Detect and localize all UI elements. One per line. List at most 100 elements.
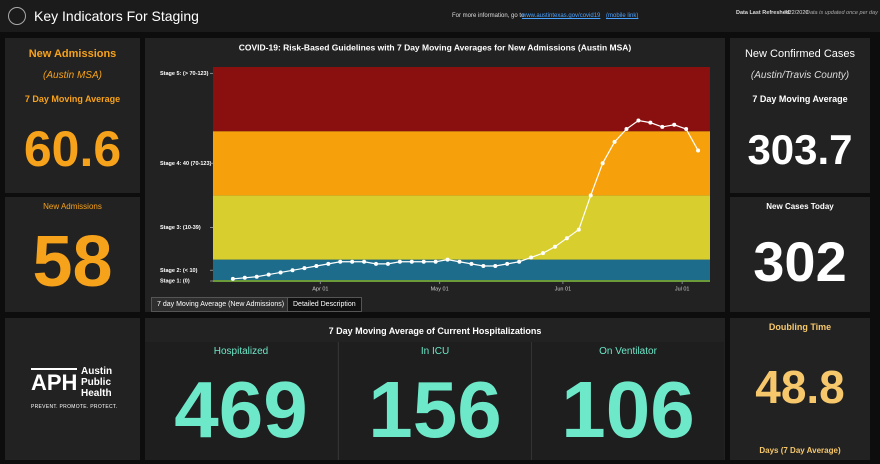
x-tick-label: May 01: [431, 286, 449, 292]
point: [600, 161, 605, 166]
point: [576, 227, 581, 232]
y-tick-label: Stage 1: (0): [160, 278, 190, 284]
hosp-value: 469: [174, 365, 308, 454]
refresh-date: 7/22/2020: [784, 10, 809, 16]
point: [457, 259, 462, 264]
ma-value: 303.7: [747, 126, 853, 173]
point: [493, 264, 498, 269]
point: [541, 251, 546, 256]
point: [254, 274, 259, 279]
info-text: For more information, go to: [452, 13, 525, 19]
point: [278, 270, 283, 275]
x-tick-label: Jul 01: [675, 286, 690, 292]
point: [397, 259, 402, 264]
doubling-title: Doubling Time: [768, 322, 832, 332]
hosp-item: In ICU 156: [338, 342, 531, 460]
point: [242, 275, 247, 280]
hosp-label: On Ventilator: [599, 346, 657, 357]
hosp-item: Hospitalized 469: [145, 342, 337, 460]
stage-band: [213, 259, 710, 281]
point: [481, 264, 486, 269]
x-tick-label: Jun 01: [555, 286, 572, 292]
hosp-value: 106: [561, 365, 695, 454]
line: [232, 119, 699, 280]
point: [302, 266, 307, 271]
point: [696, 148, 701, 153]
point: [290, 268, 295, 273]
point: [409, 259, 414, 264]
hosp-panel: 7 Day Moving Average of Current Hospital…: [145, 318, 725, 460]
point: [421, 259, 426, 264]
point: [672, 122, 677, 127]
point: [552, 244, 557, 249]
logo-line: Public: [81, 377, 112, 388]
cases-today-panel: New Cases Today 302: [730, 197, 870, 312]
panel-subtitle: (Austin MSA): [43, 70, 102, 81]
ma-value: 60.6: [23, 121, 122, 177]
point: [385, 261, 390, 266]
seal-icon: [8, 7, 26, 25]
point: [326, 261, 331, 266]
logo-mark: APH: [31, 368, 78, 395]
point: [433, 259, 438, 264]
point: [445, 257, 450, 262]
hosp-value: 156: [368, 365, 502, 454]
doubling-note: Days (7 Day Average): [759, 446, 841, 455]
cases-panel: New Confirmed Cases (Austin/Travis Count…: [730, 38, 870, 193]
hosp-label: Hospitalized: [213, 346, 269, 357]
today-label: New Admissions: [43, 202, 102, 211]
point: [362, 259, 367, 264]
chart-title: COVID-19: Risk-Based Guidelines with 7 D…: [239, 42, 632, 52]
point: [529, 255, 534, 260]
y-tick-label: Stage 3: (10-39): [160, 225, 201, 231]
point: [564, 236, 569, 241]
point: [266, 272, 271, 277]
hosp-label: In ICU: [420, 346, 450, 357]
doubling-value: 48.8: [755, 361, 845, 413]
point: [648, 120, 653, 125]
logo-lines: Austin Public Health: [81, 366, 112, 399]
admissions-panel: New Admissions (Austin MSA) 7 Day Moving…: [5, 38, 140, 193]
header: Key Indicators For Staging For more info…: [0, 0, 880, 32]
ma-label: 7 Day Moving Average: [752, 94, 848, 104]
point: [230, 276, 235, 281]
stage-band: [213, 195, 710, 260]
chart-panel: COVID-19: Risk-Based Guidelines with 7 D…: [145, 38, 725, 312]
tab[interactable]: Detailed Description: [287, 297, 362, 312]
point: [505, 261, 510, 266]
point: [612, 139, 617, 144]
refresh-note: Data is updated once per day: [806, 10, 878, 16]
stage-band: [213, 131, 710, 196]
logo-panel: APH Austin Public Health PREVENT. PROMOT…: [5, 318, 140, 460]
info-link[interactable]: www.austintexas.gov/covid19: [522, 13, 601, 19]
hosp-items: Hospitalized 469 In ICU 156 On Ventilator 106: [145, 342, 725, 460]
refresh-label: Data Last Refreshed:: [736, 10, 792, 16]
ma-label: 7 Day Moving Average: [24, 94, 121, 104]
today-value: 58: [32, 222, 113, 302]
hosp-title: 7 Day Moving Average of Current Hospital…: [328, 326, 542, 336]
point: [588, 193, 593, 198]
logo-tagline: PREVENT. PROMOTE. PROTECT.: [31, 404, 118, 410]
x-tick-label: Apr 01: [312, 286, 328, 292]
point: [660, 124, 665, 129]
y-tick-label: Stage 4: 40 (70-123): [160, 161, 212, 167]
point: [684, 127, 689, 132]
header-title: Key Indicators For Staging: [34, 8, 199, 24]
today-label: New Cases Today: [766, 202, 834, 211]
tab[interactable]: 7 day Moving Average (New Admissions): [151, 297, 291, 312]
mobile-link[interactable]: (mobile link): [606, 13, 639, 19]
panel-subtitle: (Austin/Travis County): [750, 70, 850, 81]
point: [636, 118, 641, 123]
point: [338, 259, 343, 264]
point: [374, 261, 379, 266]
point: [517, 259, 522, 264]
doubling-panel: Doubling Time 48.8 Days (7 Day Average): [730, 318, 870, 460]
point: [624, 127, 629, 132]
logo-line: Austin: [81, 366, 113, 377]
stage-band: [213, 67, 710, 132]
chart: COVID-19: Risk-Based Guidelines with 7 D…: [160, 42, 710, 292]
hosp-item: On Ventilator 106: [531, 342, 724, 460]
point: [350, 259, 355, 264]
panel-title: New Confirmed Cases: [744, 48, 856, 60]
